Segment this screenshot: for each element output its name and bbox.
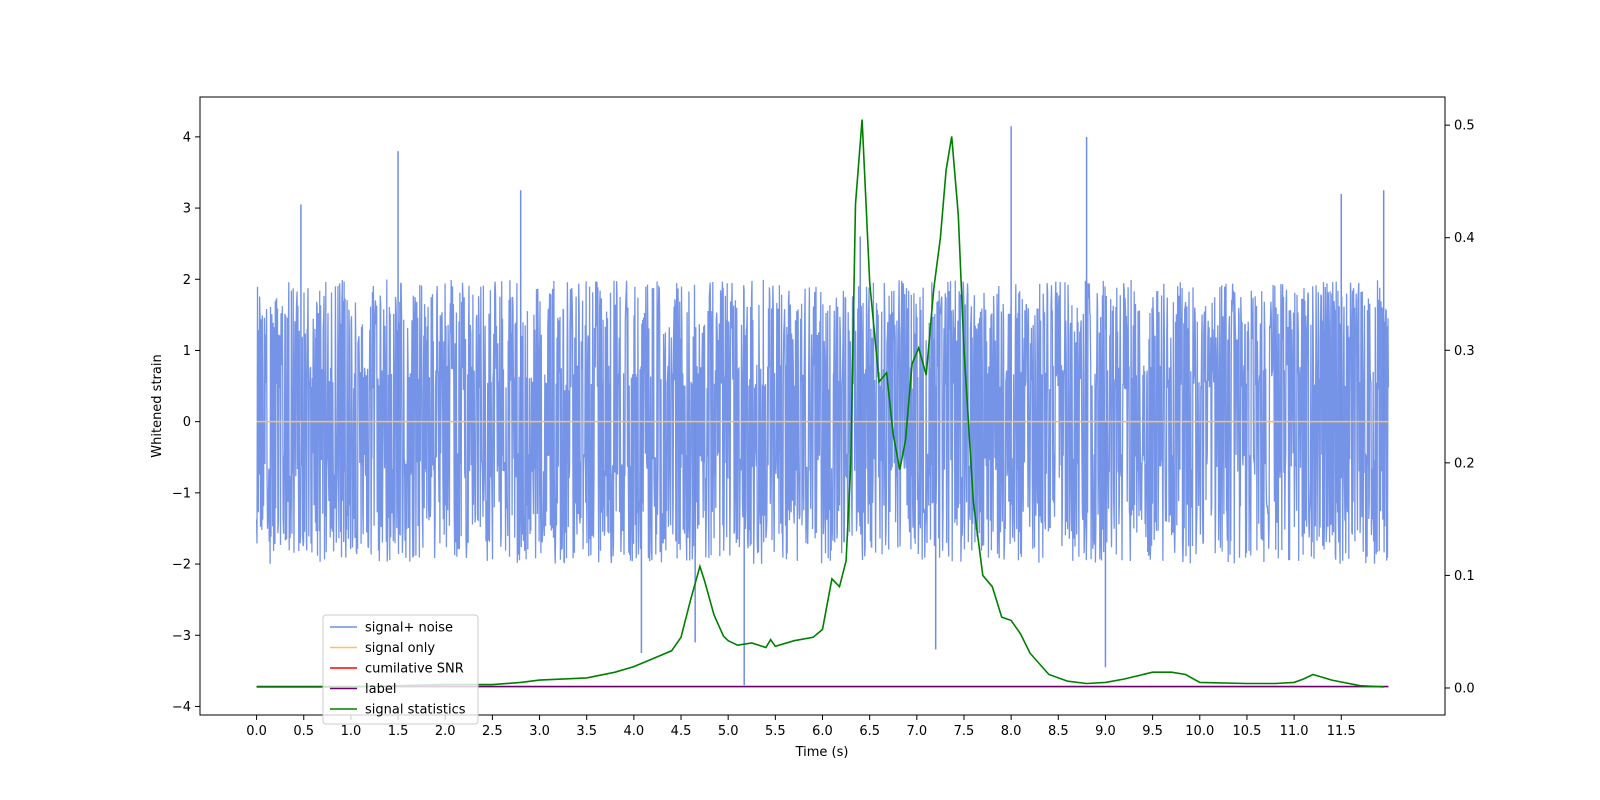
y-tick-label: 3	[183, 202, 191, 217]
x-tick-label: 1.0	[341, 724, 362, 739]
x-tick-label: 3.0	[529, 724, 550, 739]
y-tick-label: 0	[183, 415, 191, 430]
legend-label: cumilative SNR	[365, 662, 464, 677]
y-axis-label: Whitened strain	[150, 354, 165, 457]
plot-area: 0.0 0.5 1.0 1.5 2.0 2.5 3.0 3.5 4.0 4.5 5.0 5.5 6.0 6…	[150, 96, 1475, 760]
y2-tick-label: 0.4	[1454, 231, 1475, 246]
x-tick-label: 4.0	[624, 724, 645, 739]
y2-tick-label: 0.3	[1454, 344, 1475, 359]
y-tick-label: −2	[172, 558, 191, 573]
x-tick-label: 0.0	[246, 724, 267, 739]
series-signal-statistics	[256, 119, 1384, 688]
x-tick-label: 4.5	[671, 724, 692, 739]
x-tick-label: 7.0	[906, 724, 927, 739]
x-tick-label: 1.5	[388, 724, 409, 739]
y-tick-label: 1	[183, 344, 191, 359]
y-tick-label: 2	[183, 273, 191, 288]
y2-axis-ticks: 0.5 0.4 0.3 0.2 0.1 0.0	[1445, 119, 1475, 696]
x-tick-label: 10.5	[1232, 724, 1261, 739]
x-tick-label: 6.5	[859, 724, 880, 739]
x-tick-label: 10.0	[1185, 724, 1214, 739]
x-axis-ticks: 0.0 0.5 1.0 1.5 2.0 2.5 3.0 3.5 4.0 4.5 5.0 5.5 6.0 6…	[246, 715, 1356, 739]
x-tick-label: 5.0	[718, 724, 739, 739]
x-tick-label: 5.5	[765, 724, 786, 739]
x-tick-label: 2.5	[482, 724, 503, 739]
y2-tick-label: 0.1	[1454, 569, 1475, 584]
x-tick-label: 11.5	[1327, 724, 1356, 739]
x-tick-label: 3.5	[576, 724, 597, 739]
series-signal-noise	[255, 279, 1390, 564]
x-axis-label: Time (s)	[795, 745, 849, 760]
y2-tick-label: 0.0	[1454, 681, 1475, 696]
legend: signal+ noise signal only cumilative SNR la…	[322, 614, 479, 725]
series-layer	[255, 119, 1390, 688]
x-tick-label: 9.0	[1095, 724, 1116, 739]
x-tick-label: 2.0	[435, 724, 456, 739]
y2-tick-label: 0.5	[1454, 119, 1475, 134]
x-tick-label: 9.5	[1142, 724, 1163, 739]
y-tick-label: −4	[172, 700, 191, 715]
y-tick-label: 4	[183, 130, 191, 145]
legend-label: label	[365, 682, 396, 697]
legend-box	[322, 614, 479, 725]
y-tick-label: −1	[172, 486, 191, 501]
y-tick-label: −3	[172, 629, 191, 644]
y-axis-ticks: 4 3 2 1 0 −1 −2 −3 −4	[172, 130, 200, 715]
x-tick-label: 8.0	[1001, 724, 1022, 739]
legend-label: signal+ noise	[365, 621, 453, 636]
x-tick-label: 8.5	[1048, 724, 1069, 739]
legend-label: signal only	[365, 641, 435, 656]
x-tick-label: 7.5	[954, 724, 975, 739]
x-tick-label: 11.0	[1280, 724, 1309, 739]
x-tick-label: 0.5	[293, 724, 314, 739]
legend-label: signal statistics	[365, 703, 466, 718]
y2-tick-label: 0.2	[1454, 456, 1475, 471]
x-tick-label: 6.0	[812, 724, 833, 739]
